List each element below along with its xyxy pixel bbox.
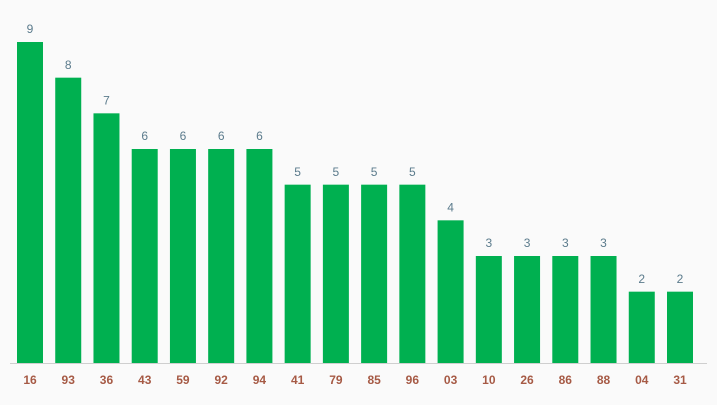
value-label: 6 xyxy=(218,129,225,143)
bar xyxy=(437,220,464,363)
bar xyxy=(628,291,655,363)
bar xyxy=(361,184,388,363)
x-tick-label: 16 xyxy=(23,373,37,387)
value-label: 5 xyxy=(294,165,301,179)
x-tick-label: 96 xyxy=(406,373,420,387)
x-tick-label: 88 xyxy=(597,373,611,387)
value-label: 3 xyxy=(562,236,569,250)
x-tick-label: 31 xyxy=(673,373,687,387)
x-tick-label: 36 xyxy=(100,373,114,387)
bar xyxy=(667,291,693,363)
bar xyxy=(55,77,82,364)
value-label: 5 xyxy=(409,165,416,179)
bar xyxy=(514,256,541,363)
value-label: 6 xyxy=(256,129,263,143)
bar xyxy=(322,184,349,363)
bar xyxy=(590,256,617,363)
value-label: 8 xyxy=(65,58,72,72)
x-tick-label: 26 xyxy=(520,373,534,387)
bar xyxy=(208,149,235,363)
x-tick-label: 86 xyxy=(559,373,573,387)
value-label: 3 xyxy=(524,236,531,250)
value-label: 7 xyxy=(103,94,110,108)
bar xyxy=(475,256,502,363)
x-tick-label: 41 xyxy=(291,373,305,387)
value-label: 3 xyxy=(600,236,607,250)
bar xyxy=(93,113,120,363)
bar xyxy=(284,184,311,363)
value-label: 9 xyxy=(27,22,34,36)
bar xyxy=(399,184,426,363)
value-label: 4 xyxy=(447,201,454,215)
bar xyxy=(131,149,158,363)
value-label: 5 xyxy=(371,165,378,179)
x-tick-label: 03 xyxy=(444,373,458,387)
bar xyxy=(552,256,579,363)
value-label: 2 xyxy=(638,272,645,286)
x-tick-label: 85 xyxy=(367,373,381,387)
bar xyxy=(246,149,273,363)
x-tick-label: 93 xyxy=(62,373,76,387)
value-label: 6 xyxy=(180,129,187,143)
value-label: 2 xyxy=(677,272,684,286)
x-tick-label: 92 xyxy=(214,373,228,387)
x-tick-label: 43 xyxy=(138,373,152,387)
x-tick-label: 94 xyxy=(253,373,267,387)
value-label: 5 xyxy=(333,165,340,179)
bar xyxy=(17,42,43,363)
value-label: 6 xyxy=(141,129,148,143)
value-label: 3 xyxy=(485,236,492,250)
x-tick-label: 79 xyxy=(329,373,343,387)
bar xyxy=(169,149,196,363)
x-tick-label: 10 xyxy=(482,373,496,387)
x-tick-label: 59 xyxy=(176,373,190,387)
x-tick-label: 04 xyxy=(635,373,649,387)
